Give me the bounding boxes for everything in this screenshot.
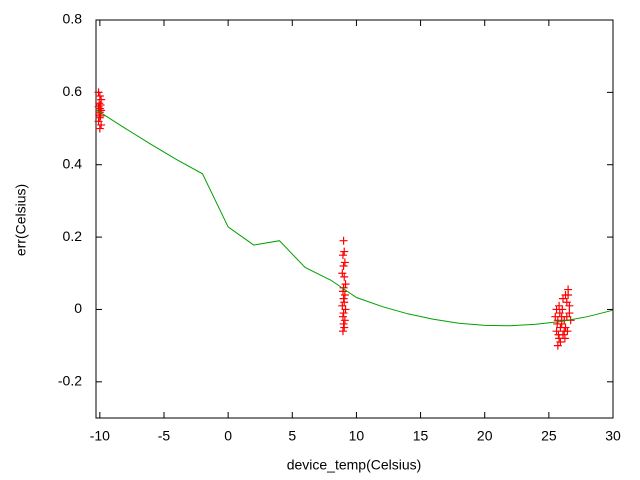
point (339, 319, 348, 328)
point (556, 338, 565, 347)
x-tick-label: -10 (90, 428, 110, 444)
point (554, 330, 563, 339)
point (560, 334, 569, 343)
point (340, 247, 349, 256)
x-tick-label: 20 (477, 428, 493, 444)
x-tick-label: 5 (288, 428, 296, 444)
point (97, 95, 106, 104)
point (565, 309, 574, 318)
point (563, 327, 572, 336)
fit-line (95, 109, 614, 327)
point (97, 120, 106, 129)
point (553, 319, 562, 328)
y-tick-label: 0.6 (63, 83, 83, 99)
x-tick-label: -5 (158, 428, 171, 444)
y-tick-label: -0.2 (58, 373, 82, 389)
point (561, 323, 570, 332)
point (95, 113, 104, 122)
point (341, 305, 350, 314)
point (564, 290, 573, 299)
point (96, 111, 105, 120)
point (340, 316, 349, 325)
point (339, 309, 348, 318)
x-tick-label: 0 (224, 428, 232, 444)
point (96, 101, 105, 110)
point (552, 327, 561, 336)
point (339, 262, 348, 271)
point (339, 236, 348, 245)
point (340, 323, 349, 332)
point (338, 312, 347, 321)
x-tick-label: 15 (413, 428, 429, 444)
y-tick-label: 0.2 (63, 228, 83, 244)
point (95, 99, 104, 108)
point (339, 283, 348, 292)
point (340, 298, 349, 307)
point (338, 251, 347, 260)
point (558, 305, 567, 314)
point (340, 290, 349, 299)
y-tick-label: 0 (74, 300, 82, 316)
y-axis-label: err(Celsius) (13, 184, 29, 256)
point (338, 269, 347, 278)
point (95, 91, 104, 100)
y-tick-label: 0.4 (63, 155, 83, 171)
x-tick-label: 10 (349, 428, 365, 444)
point (340, 258, 349, 267)
x-tick-label: 30 (605, 428, 621, 444)
point (95, 124, 104, 133)
point (553, 316, 562, 325)
x-axis-label: device_temp(Celsius) (287, 457, 422, 473)
point (94, 88, 103, 97)
y-tick-label: 0.8 (63, 11, 83, 27)
x-tick-label: 25 (541, 428, 557, 444)
plot-border (95, 19, 614, 419)
point (340, 272, 349, 281)
point (338, 327, 347, 336)
point (565, 301, 574, 310)
point (339, 294, 348, 303)
point (341, 280, 350, 289)
